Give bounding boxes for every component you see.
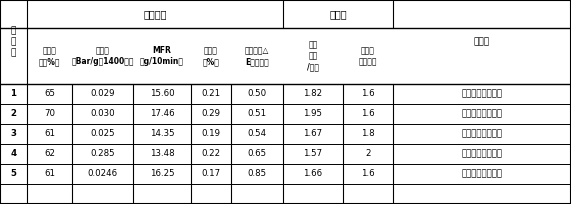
Text: 无粘网、粘辊现象: 无粘网、粘辊现象 — [461, 150, 502, 159]
Text: 16.25: 16.25 — [150, 170, 174, 178]
Text: 0.51: 0.51 — [247, 110, 267, 119]
Text: 13.48: 13.48 — [150, 150, 174, 159]
Text: 0.21: 0.21 — [202, 90, 220, 99]
Text: 0.0246: 0.0246 — [87, 170, 118, 178]
Text: 1.66: 1.66 — [303, 170, 323, 178]
Text: 1.57: 1.57 — [303, 150, 323, 159]
Text: 15.60: 15.60 — [150, 90, 174, 99]
Text: 可纺性: 可纺性 — [329, 9, 347, 19]
Text: 无粘网、粘辊现象: 无粘网、粘辊现象 — [461, 110, 502, 119]
Text: 1.8: 1.8 — [361, 130, 375, 139]
Text: 0.85: 0.85 — [247, 170, 267, 178]
Text: 实
施
例: 实 施 例 — [11, 26, 16, 58]
Text: 0.19: 0.19 — [202, 130, 220, 139]
Text: 挥发份
（%）: 挥发份 （%） — [203, 46, 219, 66]
Text: 65: 65 — [44, 90, 55, 99]
Text: 0.025: 0.025 — [90, 130, 115, 139]
Text: 无粘网、粘辊现象: 无粘网、粘辊现象 — [461, 130, 502, 139]
Text: 0.030: 0.030 — [90, 110, 115, 119]
Text: 0.285: 0.285 — [90, 150, 115, 159]
Text: 1.6: 1.6 — [361, 110, 375, 119]
Text: 无粘网、粘辊现象: 无粘网、粘辊现象 — [461, 170, 502, 178]
Text: MFR
（g/10min）: MFR （g/10min） — [140, 46, 184, 66]
Text: 防粘性: 防粘性 — [474, 38, 490, 47]
Text: 换网周
期（周）: 换网周 期（周） — [359, 46, 377, 66]
Text: 4: 4 — [10, 150, 17, 159]
Text: 2: 2 — [10, 110, 17, 119]
Text: 0.17: 0.17 — [202, 170, 220, 178]
Text: 1.6: 1.6 — [361, 170, 375, 178]
Text: 0.65: 0.65 — [247, 150, 267, 159]
Text: 丝长
（旦
/克）: 丝长 （旦 /克） — [307, 40, 319, 72]
Text: 14.35: 14.35 — [150, 130, 174, 139]
Text: 61: 61 — [44, 130, 55, 139]
Text: 0.22: 0.22 — [202, 150, 220, 159]
Text: 耐热性（△
E）（级）: 耐热性（△ E）（级） — [245, 46, 269, 66]
Text: 2: 2 — [365, 150, 371, 159]
Text: 0.029: 0.029 — [90, 90, 115, 99]
Text: 17.46: 17.46 — [150, 110, 174, 119]
Text: 5: 5 — [10, 170, 17, 178]
Text: 1: 1 — [10, 90, 17, 99]
Text: 1.95: 1.95 — [304, 110, 323, 119]
Text: 0.54: 0.54 — [247, 130, 267, 139]
Text: 61: 61 — [44, 170, 55, 178]
Text: 3: 3 — [10, 130, 17, 139]
Text: 无粘网、粘辊现象: 无粘网、粘辊现象 — [461, 90, 502, 99]
Text: 62: 62 — [44, 150, 55, 159]
Text: 0.50: 0.50 — [247, 90, 267, 99]
Text: 1.6: 1.6 — [361, 90, 375, 99]
Text: 分散性
（Bar/g，1400目）: 分散性 （Bar/g，1400目） — [71, 46, 134, 66]
Text: 1.67: 1.67 — [303, 130, 323, 139]
Text: 70: 70 — [44, 110, 55, 119]
Text: 1.82: 1.82 — [303, 90, 323, 99]
Text: 技术指标: 技术指标 — [143, 9, 167, 19]
Text: 颜料浓
度（%）: 颜料浓 度（%） — [39, 46, 61, 66]
Text: 0.29: 0.29 — [202, 110, 220, 119]
